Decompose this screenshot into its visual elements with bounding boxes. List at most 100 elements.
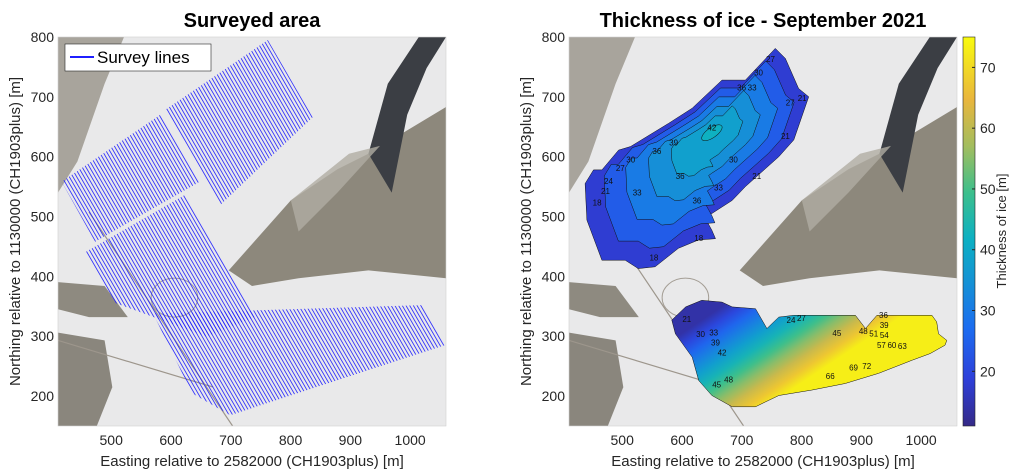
rock-patches [290, 145, 380, 232]
rock-area [58, 332, 113, 426]
chart-title: Thickness of ice - September 2021 [600, 10, 927, 32]
colorbar-label: Thickness of ice [m] [994, 174, 1009, 289]
contour-label: 36 [676, 172, 685, 181]
rock-patches [801, 145, 891, 232]
y-tick-label: 600 [542, 149, 566, 165]
contour-label: 48 [859, 327, 868, 336]
x-tick-label: 800 [790, 432, 814, 448]
contour-label: 66 [826, 372, 835, 381]
x-tick-label: 900 [339, 432, 363, 448]
rock-area [58, 37, 124, 193]
contour-label: 21 [601, 187, 610, 196]
contour-label: 18 [649, 254, 658, 263]
x-tick-label: 700 [219, 432, 243, 448]
contour-label: 54 [880, 331, 889, 340]
contour-label: 33 [748, 84, 757, 93]
y-axis-label: Northing relative to 1130000 (CH1903plus… [7, 77, 24, 386]
x-tick-label: 600 [670, 432, 694, 448]
contour-band-upper [671, 105, 744, 177]
plot-area [584, 48, 948, 408]
contour-label: 36 [737, 84, 746, 93]
contour-label: 18 [593, 198, 602, 207]
contour-region-lower [671, 300, 948, 408]
contour-peak [701, 124, 723, 142]
chart-title: Surveyed area [184, 10, 322, 32]
contour-label: 27 [786, 99, 795, 108]
contour-label: 30 [696, 330, 705, 339]
contour-label: 30 [729, 155, 738, 164]
colorbar [962, 36, 976, 427]
contour-label: 27 [766, 55, 775, 64]
x-tick-label: 500 [611, 432, 635, 448]
colorbar-tick-label: 50 [980, 181, 996, 197]
contour-label: 27 [616, 164, 625, 173]
y-tick-label: 700 [542, 89, 566, 105]
legend: Survey lines [64, 43, 212, 72]
rock-area [569, 37, 635, 193]
colorbar-tick-label: 60 [980, 120, 996, 136]
legend-label: Survey lines [97, 48, 190, 67]
y-tick-label: 300 [542, 328, 566, 344]
dark-ridge [879, 37, 957, 193]
x-tick-label: 500 [100, 432, 124, 448]
y-tick-label: 500 [31, 209, 55, 225]
y-tick-label: 600 [31, 149, 55, 165]
contour-label: 42 [718, 349, 727, 358]
contour-label: 60 [887, 341, 896, 350]
y-tick-label: 800 [542, 29, 566, 45]
x-tick-label: 1000 [906, 432, 937, 448]
y-tick-label: 400 [542, 268, 566, 284]
y-tick-label: 800 [31, 29, 55, 45]
contour-label: 48 [724, 376, 733, 385]
axes-frame [568, 36, 958, 427]
dark-ridge [368, 37, 446, 193]
contour-label: 51 [869, 329, 878, 338]
y-tick-label: 500 [542, 209, 566, 225]
colorbar-tick-label: 70 [980, 59, 996, 75]
survey-block-3 [84, 195, 255, 337]
surveyed-area-panel: 500 600 700 800 900 1000 200 300 400 500 600 700 800… [7, 10, 447, 470]
y-tick-label: 700 [31, 89, 55, 105]
contour-label: 45 [832, 329, 841, 338]
contour-label: 27 [797, 314, 806, 323]
axes-frame [57, 36, 447, 427]
contour-label: 30 [626, 155, 635, 164]
x-tick-label: 1000 [395, 432, 426, 448]
contour-label: 45 [712, 380, 721, 389]
x-tick-label: 800 [279, 432, 303, 448]
x-tick-label: 900 [850, 432, 874, 448]
rock-area [569, 332, 624, 426]
contour-label: 36 [652, 147, 661, 156]
contour-label: 39 [880, 321, 889, 330]
survey-block-4 [153, 305, 445, 416]
contour-label: 33 [709, 329, 718, 338]
contour-label: 21 [752, 172, 761, 181]
y-tick-label: 200 [542, 388, 566, 404]
contour-label: 24 [787, 316, 796, 325]
rock-area [58, 282, 128, 318]
x-axis-label: Easting relative to 2582000 (CH1903plus)… [100, 453, 404, 470]
contour-label: 36 [692, 197, 701, 206]
contour-label: 33 [633, 188, 642, 197]
y-tick-label: 300 [31, 328, 55, 344]
contour-label: 39 [711, 339, 720, 348]
colorbar-tick-label: 30 [980, 303, 996, 319]
colorbar-tick-label: 20 [980, 363, 996, 379]
contour-label: 18 [694, 234, 703, 243]
contour-label: 36 [879, 311, 888, 320]
y-tick-label: 200 [31, 388, 55, 404]
x-tick-label: 600 [159, 432, 183, 448]
survey-block-1 [61, 114, 200, 242]
plot-area [61, 40, 445, 416]
contour-label: 21 [781, 132, 790, 141]
contour-label: 21 [798, 94, 807, 103]
contour-label: 63 [898, 342, 907, 351]
y-tick-label: 400 [31, 268, 55, 284]
survey-block-2 [165, 40, 313, 206]
y-axis-label: Northing relative to 1130000 (CH1903plus… [518, 77, 535, 386]
contour-label: 57 [877, 341, 886, 350]
x-tick-label: 700 [730, 432, 754, 448]
colorbar-tick-label: 40 [980, 242, 996, 258]
